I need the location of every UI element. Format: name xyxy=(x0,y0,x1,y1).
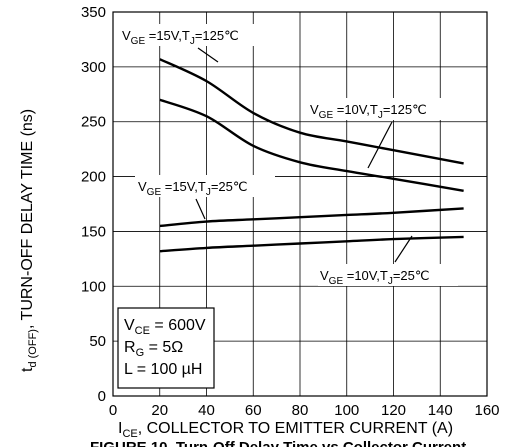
plot-frame xyxy=(112,11,488,397)
x-tick-label: 0 xyxy=(109,402,117,419)
series-line-1 xyxy=(159,58,464,165)
annotation-series-4: VGE =10V,TJ=25℃ xyxy=(318,235,458,287)
x-tick-label: 140 xyxy=(428,402,453,419)
condition-l: L = 100 µH xyxy=(124,361,202,378)
svg-text:VGE =15V,TJ=25℃: VGE =15V,TJ=25℃ xyxy=(138,179,248,198)
curves xyxy=(159,58,464,253)
condition-rg: RG = 5Ω xyxy=(124,339,183,359)
annotation-series-3: VGE =15V,TJ=25℃ xyxy=(135,175,275,220)
annotation-series-2: VGE =10V,TJ=125℃ xyxy=(308,98,458,169)
condition-vce: VCE = 600V xyxy=(124,317,206,337)
y-tick-label: 0 xyxy=(98,388,106,405)
x-tick-label: 80 xyxy=(292,402,309,419)
series-line-3 xyxy=(159,207,464,228)
y-axis-label: td (OFF), TURN-OFF DELAY TIME (ns) xyxy=(19,109,39,372)
x-tick-label: 60 xyxy=(245,402,262,419)
svg-text:VGE =10V,TJ=25℃: VGE =10V,TJ=25℃ xyxy=(320,268,430,287)
y-tick-labels: 0 50 100 150 200 250 300 350 xyxy=(81,4,106,405)
y-tick-label: 50 xyxy=(89,333,106,350)
x-tick-label: 160 xyxy=(474,402,499,419)
y-tick-label: 350 xyxy=(81,4,106,21)
svg-text:VGE =10V,TJ=125℃: VGE =10V,TJ=125℃ xyxy=(310,102,427,121)
series-line-4 xyxy=(159,235,464,253)
annotation-series-1: VGE =15V,TJ=125℃ xyxy=(120,24,270,63)
y-tick-label: 100 xyxy=(81,278,106,295)
x-tick-label: 100 xyxy=(334,402,359,419)
y-tick-label: 300 xyxy=(81,59,106,76)
y-tick-label: 200 xyxy=(81,169,106,186)
x-tick-label: 40 xyxy=(198,402,215,419)
y-tick-label: 250 xyxy=(81,114,106,131)
series-line-2 xyxy=(159,98,464,193)
svg-text:VGE =15V,TJ=125℃: VGE =15V,TJ=125℃ xyxy=(122,28,239,47)
x-tick-labels: 0 20 40 60 80 100 120 140 160 xyxy=(109,402,500,419)
x-tick-label: 20 xyxy=(151,402,168,419)
figure-caption: FIGURE 10. Turn-Off Delay Time vs Collec… xyxy=(90,439,466,447)
x-axis-label: ICE, COLLECTOR TO EMITTER CURRENT (A) xyxy=(118,420,453,440)
x-tick-label: 120 xyxy=(381,402,406,419)
conditions-box: VCE = 600V RG = 5Ω L = 100 µH xyxy=(117,307,215,389)
y-tick-label: 150 xyxy=(81,223,106,240)
